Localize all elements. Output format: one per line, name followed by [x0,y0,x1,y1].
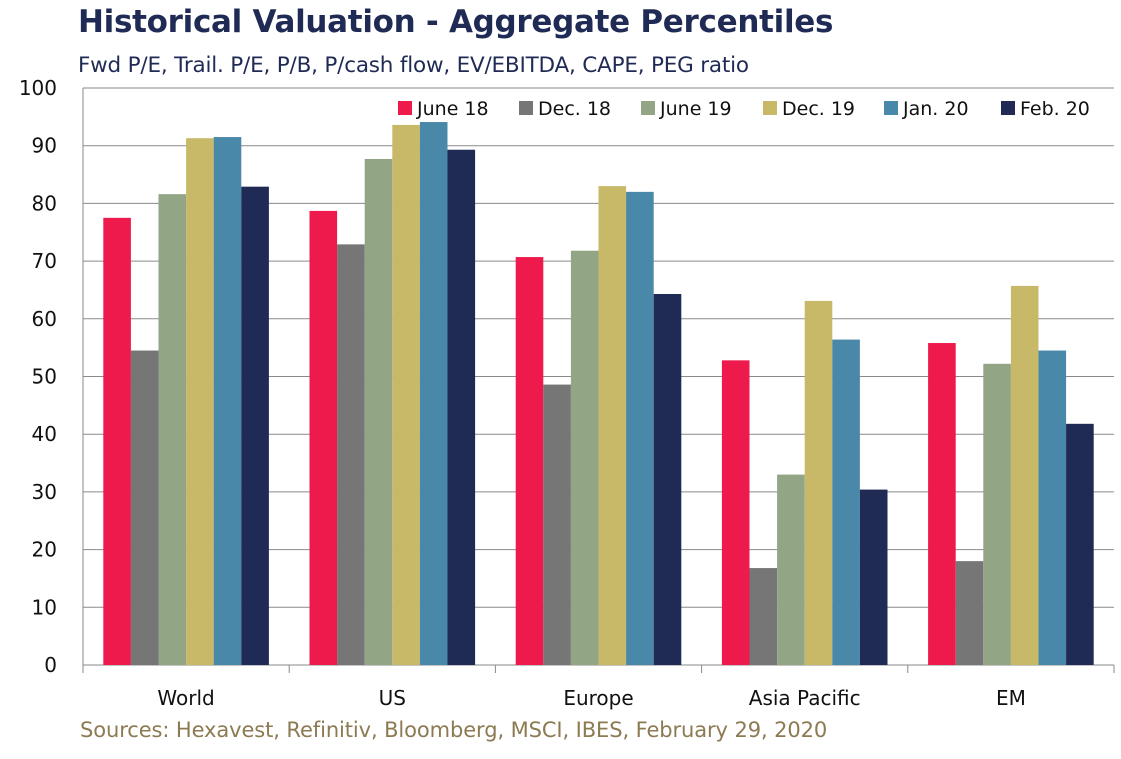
y-tick-label: 100 [19,76,57,100]
legend-label: June 19 [659,98,732,120]
bar-world-june-19 [158,194,187,665]
bar-asia-pacific-jan-20 [832,339,860,665]
bar-world-dec-18 [130,350,159,665]
bar-europe-dec-19 [598,186,627,665]
legend-swatch [641,101,655,115]
y-tick-label: 80 [32,191,57,215]
y-tick-label: 20 [32,538,57,562]
bar-world-dec-19 [186,138,214,666]
category-label: Asia Pacific [749,686,861,710]
chart-title: Historical Valuation - Aggregate Percent… [78,4,834,40]
category-label: US [379,686,406,710]
bar-us-june-18 [309,210,338,665]
category-label: Europe [563,686,633,710]
y-tick-label: 0 [44,653,57,677]
bar-world-jan-20 [213,137,242,666]
bar-asia-pacific-june-19 [777,474,805,665]
bar-us-feb-20 [447,149,476,665]
bar-us-jan-20 [419,122,448,666]
y-tick-label: 50 [32,365,57,389]
legend-label: Jan. 20 [902,98,969,120]
y-tick-label: 10 [32,595,57,619]
bar-europe-feb-20 [653,293,682,665]
y-tick-label: 40 [32,422,57,446]
y-tick-label: 90 [32,134,57,158]
bar-europe-june-18 [515,257,544,665]
bar-europe-dec-18 [543,384,571,665]
bar-em-dec-18 [955,561,984,665]
legend-swatch [1001,101,1015,115]
bar-asia-pacific-dec-19 [804,300,833,665]
source-note: Sources: Hexavest, Refinitiv, Bloomberg,… [80,718,828,742]
legend-label: Dec. 18 [538,98,611,120]
bar-asia-pacific-feb-20 [859,489,888,665]
y-tick-label: 30 [32,480,57,504]
legend-swatch [884,101,898,115]
legend-swatch [398,101,412,115]
bar-em-june-18 [928,343,956,665]
legend-label: June 18 [416,98,489,120]
bar-em-dec-19 [1010,285,1039,665]
bar-us-dec-19 [392,124,420,666]
chart-subtitle: Fwd P/E, Trail. P/E, P/B, P/cash flow, E… [78,53,749,78]
bar-world-june-18 [103,217,131,665]
legend-label: Dec. 19 [782,98,855,120]
bar-world-feb-20 [241,186,269,666]
bar-asia-pacific-june-18 [721,360,750,665]
y-tick-label: 60 [32,307,57,331]
y-tick-label: 70 [32,249,57,273]
bar-em-june-19 [983,363,1011,665]
legend-label: Feb. 20 [1020,98,1090,120]
bar-europe-jan-20 [626,191,654,666]
legend-swatch [763,101,777,115]
bar-us-dec-18 [337,244,365,665]
category-label: World [157,686,214,710]
category-label: EM [996,686,1026,710]
bar-europe-june-19 [570,250,599,666]
legend-swatch [519,101,533,115]
bar-asia-pacific-dec-18 [749,568,778,665]
bar-us-june-19 [364,158,393,665]
bar-em-jan-20 [1038,350,1067,665]
bar-em-feb-20 [1066,423,1094,665]
